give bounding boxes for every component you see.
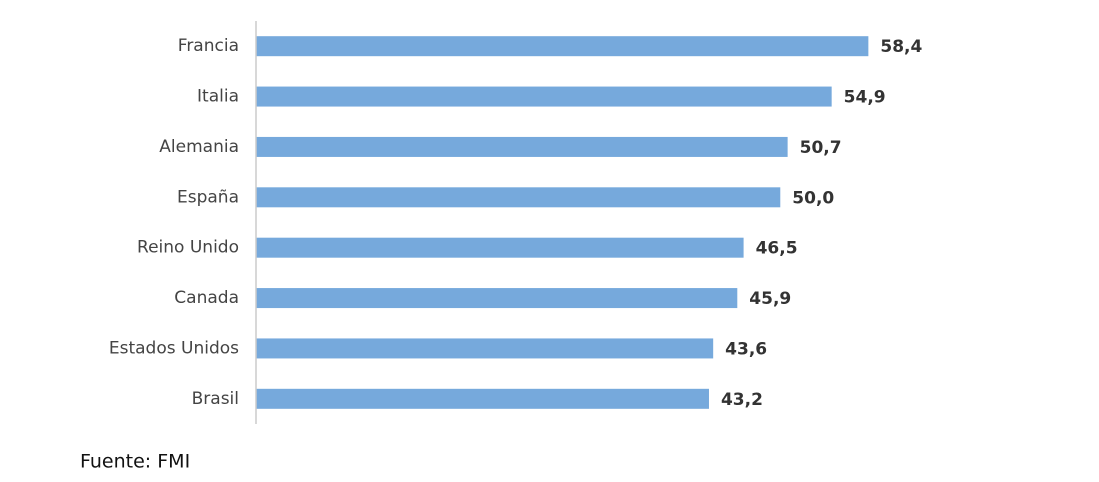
value-label: 45,9 — [749, 289, 791, 309]
y-tick-label: Alemania — [159, 137, 239, 157]
y-tick-label: Italia — [197, 87, 239, 107]
y-tick-label: Francia — [178, 36, 239, 56]
y-tick-label: Estados Unidos — [109, 338, 239, 358]
value-label: 46,5 — [756, 239, 798, 259]
value-label: 50,7 — [800, 138, 842, 158]
bar — [256, 187, 781, 208]
bar — [256, 288, 738, 309]
source-note: Fuente: FMI — [80, 451, 190, 473]
bar — [256, 388, 709, 409]
y-tick-label: Reino Unido — [137, 238, 239, 258]
y-tick-label: Brasil — [192, 389, 239, 409]
bar — [256, 338, 714, 359]
bar — [256, 36, 869, 57]
value-label: 50,0 — [792, 188, 834, 208]
bar — [256, 136, 788, 157]
value-label: 58,4 — [880, 37, 922, 57]
bar — [256, 86, 832, 107]
value-label: 43,2 — [721, 390, 763, 410]
y-tick-label: Canada — [174, 288, 239, 308]
value-label: 54,9 — [844, 88, 886, 108]
y-tick-label: España — [177, 187, 239, 207]
bar — [256, 237, 744, 258]
value-label: 43,6 — [725, 339, 767, 359]
